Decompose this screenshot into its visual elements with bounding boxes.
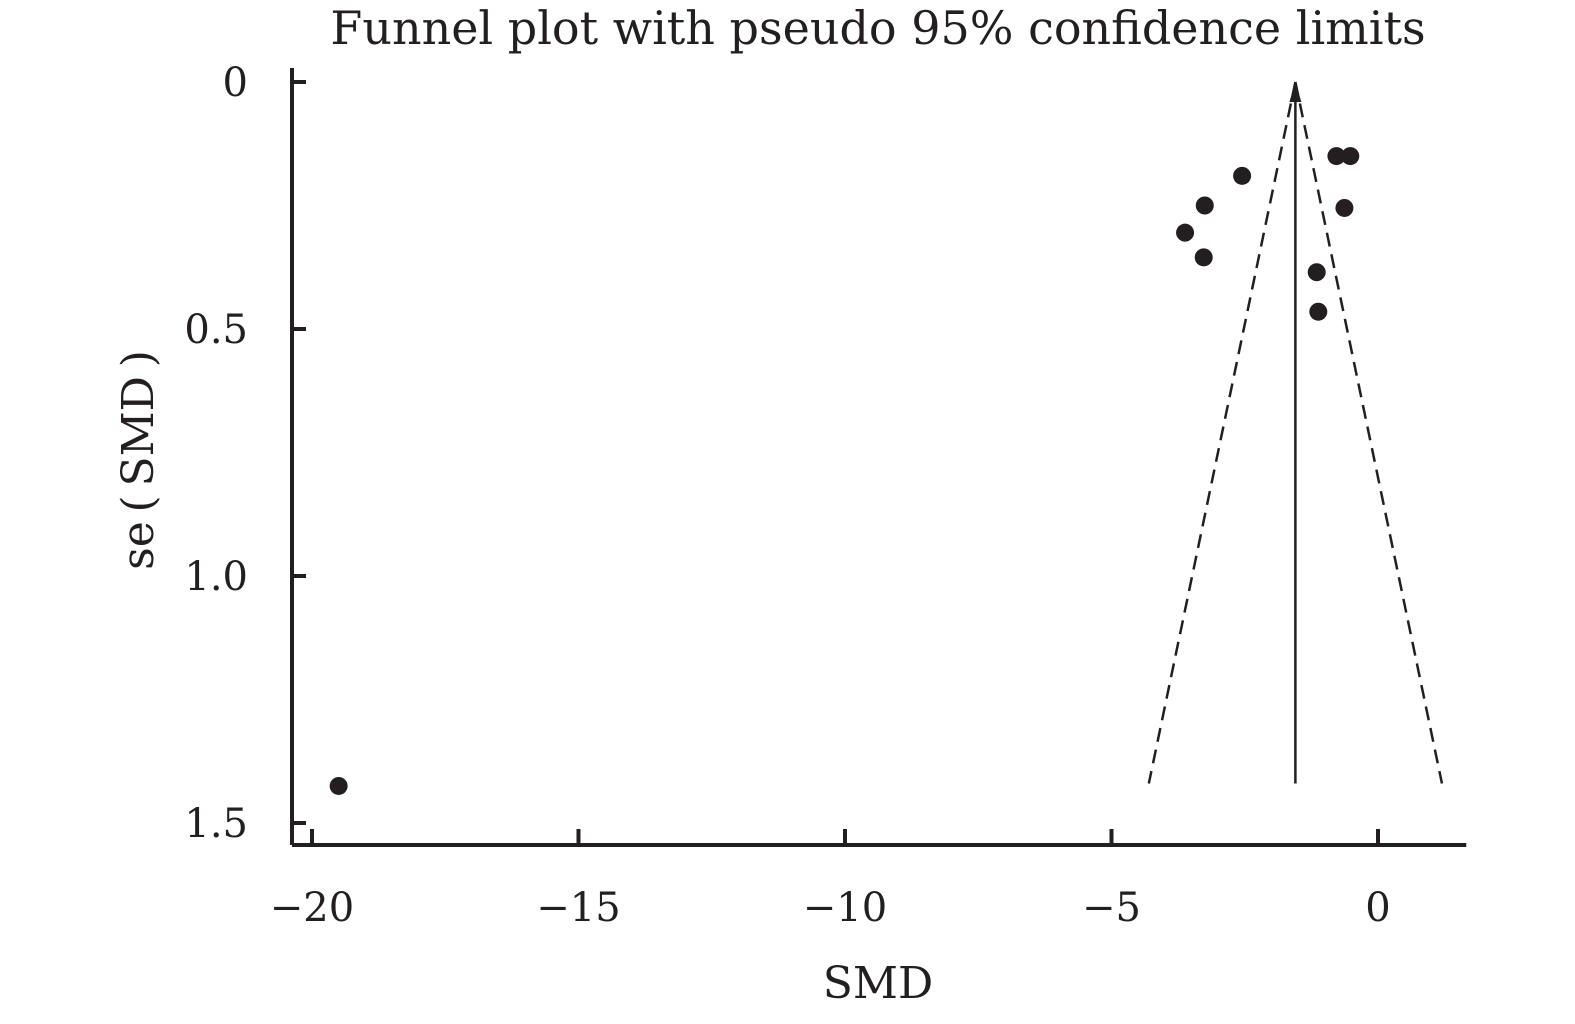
confidence-limit-right — [1294, 81, 1444, 784]
x-tick-label: −5 — [1082, 885, 1141, 931]
study-point — [1233, 166, 1252, 185]
y-axis-label: se ( SMD ) — [113, 350, 164, 570]
x-tick-label: −10 — [803, 885, 887, 931]
study-point — [1307, 263, 1326, 282]
x-axis-label: SMD — [823, 958, 933, 1009]
study-point — [1195, 196, 1214, 215]
y-tick-label: 1.5 — [184, 801, 248, 847]
study-point — [1341, 147, 1360, 166]
study-point — [1335, 198, 1354, 217]
x-tick-label: −15 — [536, 885, 620, 931]
y-tick-label: 1.0 — [184, 554, 248, 600]
y-tick-label: 0.5 — [184, 307, 248, 353]
study-point — [1309, 302, 1328, 321]
study-point — [329, 776, 348, 795]
plot-area: −20 −15 −10 −5 0 0 0.5 1.0 1.5 — [184, 60, 1467, 931]
x-tick-label: −20 — [270, 885, 354, 931]
pooled-effect-arrowhead — [1289, 82, 1302, 102]
study-point — [1176, 223, 1195, 242]
study-point — [1327, 147, 1346, 166]
confidence-limit-left — [1147, 81, 1297, 784]
study-point — [1194, 248, 1213, 267]
chart-title: Funnel plot with pseudo 95% confidence l… — [330, 1, 1425, 55]
x-tick-label: 0 — [1365, 885, 1390, 931]
y-tick-label: 0 — [223, 60, 248, 106]
